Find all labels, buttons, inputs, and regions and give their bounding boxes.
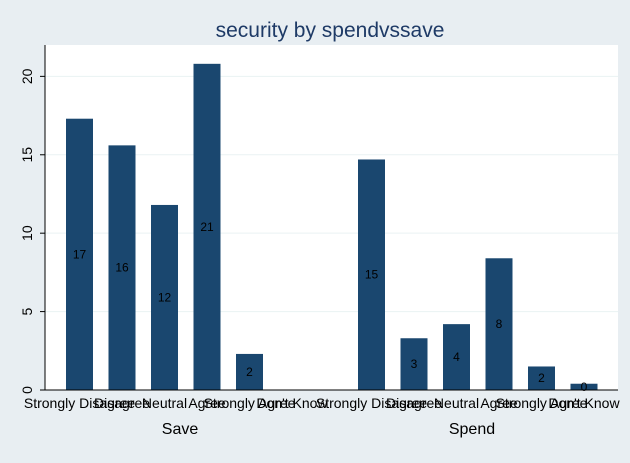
x-tick-label: Neutral <box>142 395 187 411</box>
bar <box>400 338 428 390</box>
gridlines <box>45 75 618 313</box>
bar <box>485 258 513 390</box>
bar <box>570 383 598 390</box>
bar-value-label: 21 <box>200 220 214 234</box>
bar-value-label: 16 <box>115 261 129 275</box>
x-tick-label: Don't Know <box>256 395 328 411</box>
bar <box>151 204 178 390</box>
bar-value-label: 3 <box>411 357 418 371</box>
bar-value-label: 8 <box>496 317 503 331</box>
chart-title: security by spendvssave <box>216 19 445 42</box>
y-tick-label: 20 <box>19 68 35 84</box>
x-tick-label: Agree <box>480 395 518 411</box>
y-tick-label: 15 <box>19 147 35 163</box>
y-tick-label: 0 <box>19 386 35 394</box>
bar-value-label: 0 <box>581 380 588 394</box>
bars: 17 16 12 21 2 15 3 4 8 2 0 <box>66 63 598 394</box>
bar <box>193 63 221 391</box>
bar <box>528 366 555 390</box>
x-tick-label: Disagree <box>386 395 442 411</box>
y-tick-label: 10 <box>19 225 35 241</box>
group-label: Save <box>162 421 199 438</box>
bar-value-label: 12 <box>158 290 172 304</box>
bar <box>443 324 470 390</box>
bar <box>108 145 136 390</box>
x-tick-label: Strongly Disagree <box>24 395 135 411</box>
x-tick-label: Strongly Disagree <box>316 395 427 411</box>
bar <box>358 159 385 390</box>
x-tick-label: Agree <box>188 395 226 411</box>
x-tick-label: Disagree <box>94 395 150 411</box>
x-tick-label: Strongly Agree <box>204 395 296 411</box>
bar-value-label: 2 <box>246 365 253 379</box>
y-tick-label: 5 <box>19 307 35 315</box>
bar <box>236 353 263 390</box>
plot-area <box>45 45 618 390</box>
bar-value-label: 4 <box>453 350 460 364</box>
group-label: Spend <box>449 421 495 438</box>
bar-value-label: 2 <box>538 371 545 385</box>
bar-value-label: 17 <box>73 247 87 261</box>
x-tick-label: Don't Know <box>548 395 620 411</box>
bar <box>66 118 93 391</box>
x-tick-label: Neutral <box>434 395 479 411</box>
bar-value-label: 15 <box>365 268 379 282</box>
x-tick-label: Strongly Agree <box>496 395 588 411</box>
